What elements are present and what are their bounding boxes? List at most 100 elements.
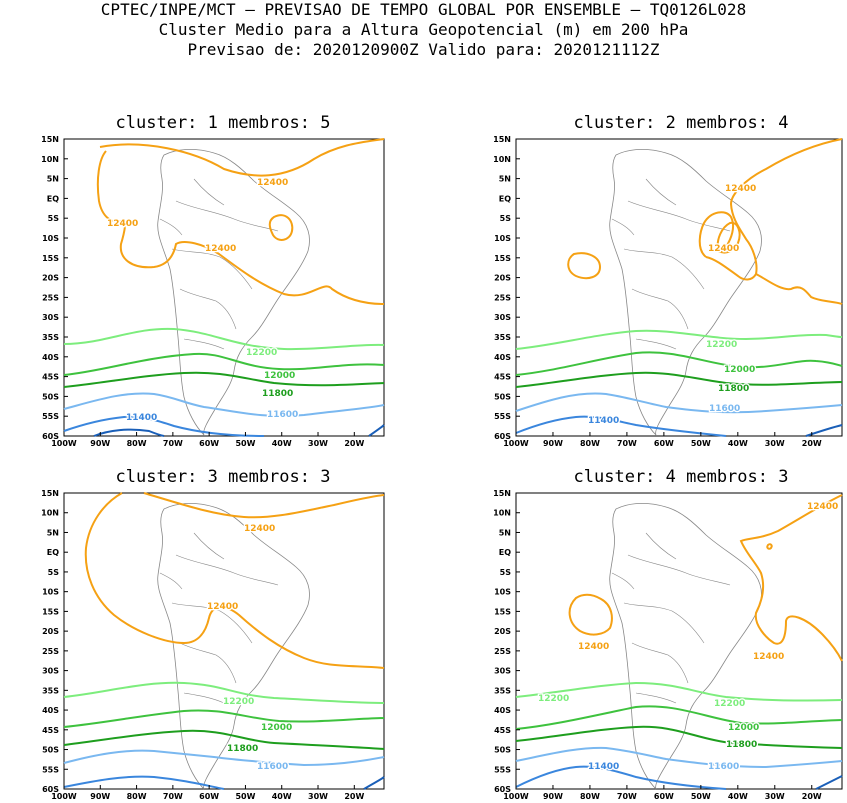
latitude-tick-label: 10S — [42, 588, 59, 597]
longitude-tick-label: 20W — [344, 792, 364, 801]
latitude-tick-label: 50S — [494, 746, 511, 755]
country-border — [193, 178, 225, 206]
latitude-tick-label: 10N — [493, 509, 511, 518]
country-border — [635, 338, 677, 350]
latitude-tick-label: 5N — [47, 175, 59, 184]
country-border — [175, 554, 279, 586]
latitude-tick-label: 35S — [494, 686, 511, 695]
latitude-tick-label: 10N — [41, 509, 59, 518]
longitude-tick-label: 90W — [90, 792, 110, 801]
latitude-tick-label: 35S — [42, 333, 59, 342]
longitude-tick-label: 80W — [127, 439, 147, 448]
latitude-tick-label: 55S — [42, 765, 59, 774]
longitude-tick-label: 50W — [691, 792, 711, 801]
country-border — [631, 642, 689, 684]
longitude-tick-label: 70W — [163, 439, 183, 448]
longitude-tick-label: 40W — [272, 439, 292, 448]
contour-label: 12400 — [205, 244, 236, 254]
panel-1-frame — [63, 138, 385, 437]
latitude-tick-label: EQ — [47, 194, 59, 203]
latitude-tick-label: 40S — [494, 353, 511, 362]
latitude-tick-label: 5S — [500, 568, 512, 577]
latitude-tick-label: 45S — [494, 373, 511, 382]
latitude-tick-label: 25S — [494, 647, 511, 656]
panel-1-axis-ticks: 15N 10N 5N EQ 5S 10S 15S 20S 25S 30S 35S 40S 45S 50S 5… — [41, 135, 364, 448]
coastline — [157, 149, 310, 436]
latitude-tick-label: 5N — [47, 528, 59, 537]
panel-2-title: cluster: 2 membros: 4 — [573, 113, 789, 133]
panel-2-axis-ticks: 15N 10N 5N EQ 5S 10S 15S 20S 25S 30S 35S 40S 45S 50S 5… — [493, 135, 822, 448]
panel-4-frame — [515, 492, 843, 790]
contour-label: 12200 — [714, 699, 745, 709]
contour-label: 11600 — [709, 404, 740, 414]
longitude-tick-label: 80W — [580, 439, 600, 448]
contour-label: 11800 — [227, 744, 258, 754]
longitude-tick-label: 20W — [344, 439, 364, 448]
panel-4-coastlines — [609, 503, 762, 790]
panel-3-axis-ticks: 15N 10N 5N EQ 5S 10S 15S 20S 25S 30S 35S 40S 45S 50S 5… — [41, 489, 364, 801]
longitude-tick-label: 20W — [802, 792, 822, 801]
panel-3-title: cluster: 3 membros: 3 — [115, 467, 331, 487]
panel-2-frame — [515, 138, 843, 437]
latitude-tick-label: 15N — [41, 489, 59, 498]
contour-label: 12000 — [728, 723, 759, 733]
latitude-tick-label: 40S — [42, 353, 59, 362]
panel-4-contour-labels: 12400 12400 12400 12200 12200 12000 1180… — [537, 501, 840, 774]
latitude-tick-label: 60S — [494, 432, 511, 441]
latitude-tick-label: 30S — [42, 313, 59, 322]
panel-4-axis-ticks: 15N 10N 5N EQ 5S 10S 15S 20S 25S 30S 35S 40S 45S 50S 5… — [493, 489, 822, 801]
country-border — [159, 218, 183, 236]
country-border — [179, 288, 237, 330]
panel-4-contours — [515, 494, 843, 790]
header-title-line: CPTEC/INPE/MCT – PREVISAO DE TEMPO GLOBA… — [100, 0, 747, 19]
contour-label: 11600 — [708, 762, 739, 772]
latitude-tick-label: 30S — [42, 667, 59, 676]
contour-label: 12400 — [725, 184, 756, 194]
country-border — [171, 248, 253, 290]
longitude-tick-label: 40W — [728, 792, 748, 801]
latitude-tick-label: 20S — [42, 274, 59, 283]
coastline — [157, 503, 310, 790]
latitude-tick-label: 20S — [494, 627, 511, 636]
country-border — [627, 200, 731, 232]
longitude-tick-label: 70W — [617, 439, 637, 448]
country-border — [645, 532, 677, 560]
latitude-tick-label: 10N — [41, 155, 59, 164]
contour-label: 12000 — [261, 723, 292, 733]
longitude-tick-label: 100W — [51, 439, 77, 448]
country-border — [183, 692, 225, 704]
country-border — [645, 178, 677, 206]
latitude-tick-label: 40S — [42, 706, 59, 715]
figure-header: CPTEC/INPE/MCT – PREVISAO DE TEMPO GLOBA… — [0, 0, 847, 60]
latitude-tick-label: 25S — [42, 293, 59, 302]
contour-label: 11800 — [718, 384, 749, 394]
longitude-tick-label: 20W — [802, 439, 822, 448]
latitude-tick-label: 5S — [48, 568, 60, 577]
contour-label: 11400 — [126, 413, 157, 423]
panel-3-map: 12400 12400 12200 12000 11800 11600 15N1… — [41, 489, 385, 801]
longitude-tick-label: 90W — [90, 439, 110, 448]
country-border — [193, 532, 225, 560]
latitude-tick-label: 5S — [48, 214, 60, 223]
country-border — [175, 200, 279, 232]
longitude-tick-label: 30W — [765, 439, 785, 448]
latitude-tick-label: 10S — [494, 588, 511, 597]
panel-2-map: 12400 12400 12200 12000 11800 11600 1140… — [493, 135, 843, 448]
longitude-tick-label: 50W — [235, 439, 255, 448]
country-border — [627, 554, 731, 586]
latitude-tick-label: 40S — [494, 706, 511, 715]
longitude-tick-label: 100W — [503, 439, 529, 448]
panel-2-contour-labels: 12400 12400 12200 12000 11800 11600 1140… — [587, 183, 758, 428]
longitude-tick-label: 40W — [728, 439, 748, 448]
latitude-tick-label: 5S — [500, 214, 512, 223]
longitude-tick-label: 40W — [272, 792, 292, 801]
longitude-tick-label: 60W — [199, 792, 219, 801]
panel-2-contours — [515, 138, 843, 437]
latitude-tick-label: 15S — [42, 254, 59, 263]
latitude-tick-label: 60S — [42, 432, 59, 441]
longitude-tick-label: 70W — [617, 792, 637, 801]
latitude-tick-label: 45S — [494, 726, 511, 735]
country-border — [635, 692, 677, 704]
latitude-tick-label: 55S — [494, 765, 511, 774]
contour-label: 12400 — [708, 244, 739, 254]
